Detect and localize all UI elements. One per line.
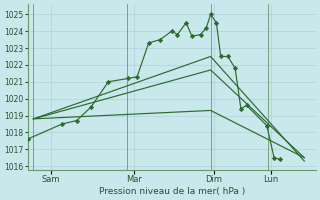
X-axis label: Pression niveau de la mer( hPa ): Pression niveau de la mer( hPa ) [99, 187, 245, 196]
